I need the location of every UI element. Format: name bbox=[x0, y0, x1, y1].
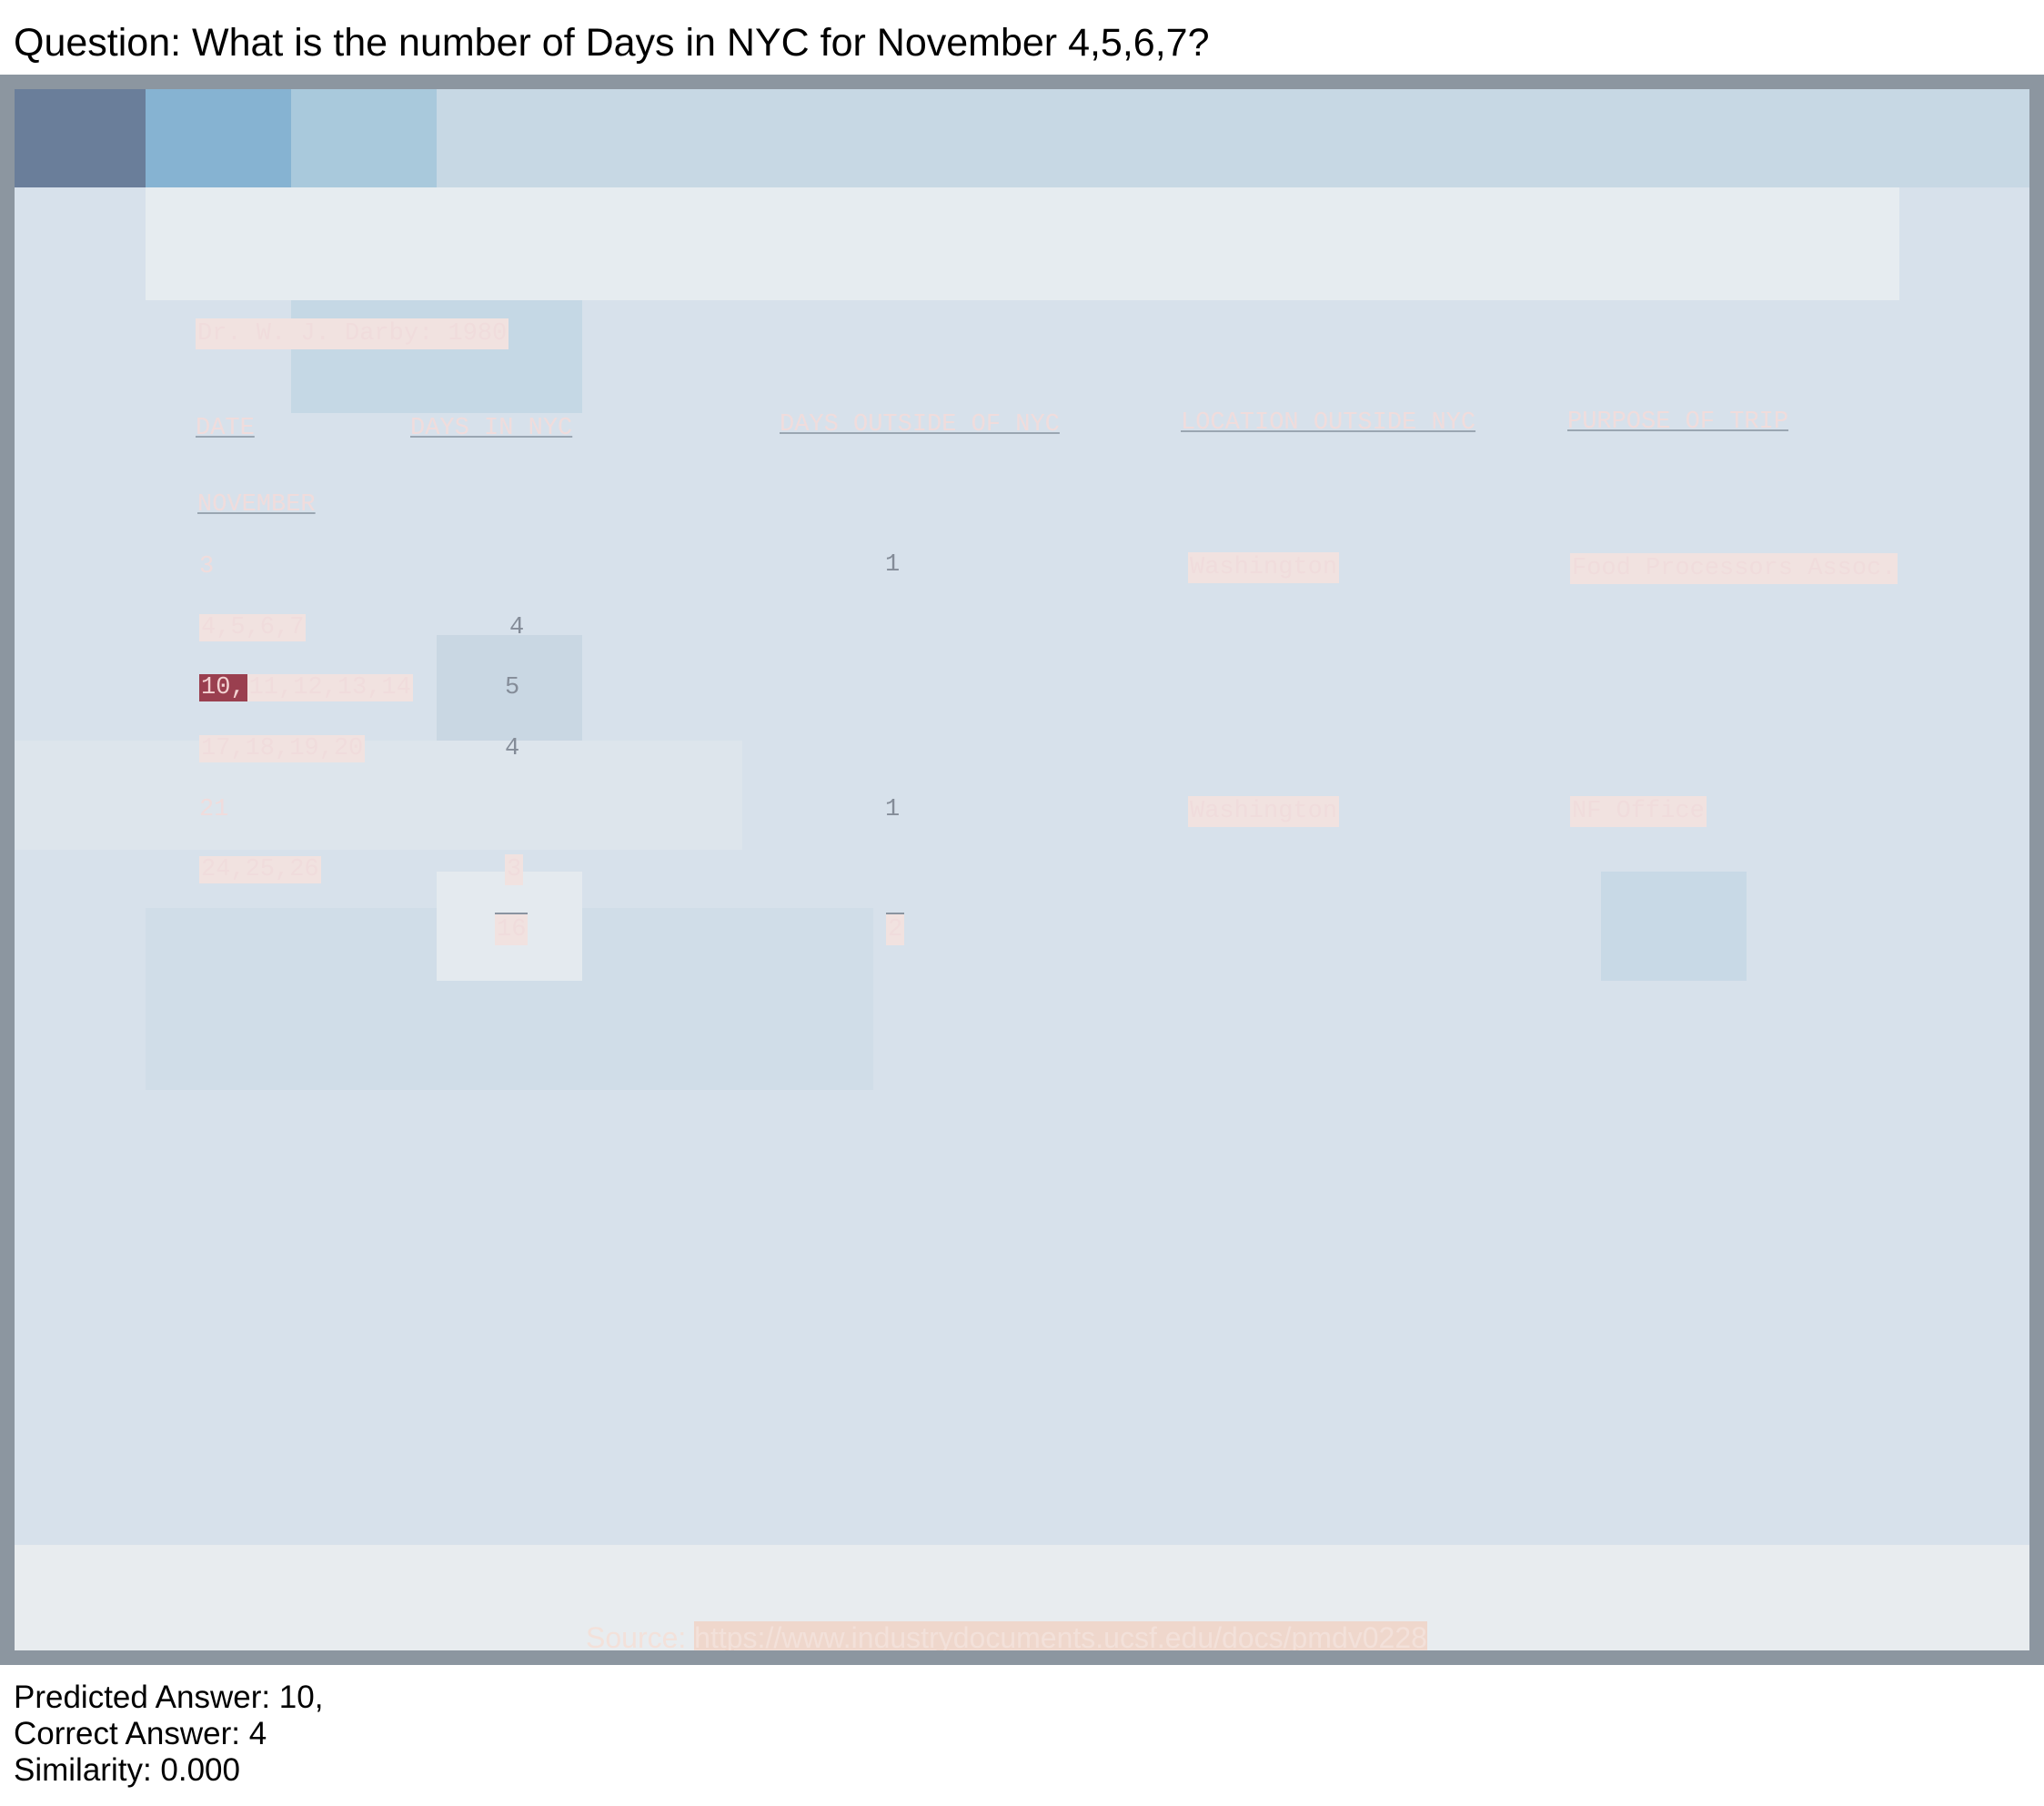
document-paper: Dr. W. J. Darby: 1980 DATE DAYS IN NYC D… bbox=[15, 89, 2029, 1650]
table-cell-location: Washington bbox=[1188, 552, 1340, 583]
column-header-purpose: PURPOSE OF TRIP bbox=[1567, 409, 1789, 436]
date-text: 4,5,6,7 bbox=[199, 614, 307, 641]
attention-tile bbox=[146, 89, 291, 187]
table-cell-date: 17,18,19,20 bbox=[199, 733, 366, 764]
column-header-location: LOCATION OUTSIDE NYC bbox=[1181, 409, 1476, 437]
table-cell-days-in-nyc: 4 bbox=[509, 614, 525, 641]
table-cell-days-in-nyc: 5 bbox=[505, 674, 520, 701]
column-header-days-in-nyc: DAYS IN NYC bbox=[410, 415, 573, 442]
date-text: 17,18,19,20 bbox=[199, 735, 366, 762]
table-cell-days-outside: 1 bbox=[885, 796, 901, 823]
total-days-in-nyc: 16 bbox=[495, 913, 529, 945]
attention-tile bbox=[15, 89, 146, 187]
result-panel: Predicted Answer: 10, Correct Answer: 4 … bbox=[14, 1680, 323, 1789]
table-cell-days-outside: 1 bbox=[885, 551, 901, 579]
total-days-outside-nyc: 2 bbox=[886, 913, 905, 945]
document-image: Dr. W. J. Darby: 1980 DATE DAYS IN NYC D… bbox=[0, 75, 2044, 1665]
table-cell-purpose: NF Office bbox=[1570, 796, 1707, 827]
date-text: 24,25,26 bbox=[199, 856, 321, 883]
attention-tile bbox=[291, 89, 437, 187]
attention-tile bbox=[146, 187, 1899, 300]
column-header-days-outside-nyc: DAYS OUTSIDE OF NYC bbox=[780, 411, 1060, 439]
table-cell-date: 21 bbox=[199, 796, 229, 823]
predicted-answer-highlight: 10, bbox=[199, 674, 247, 701]
table-cell-days-in-nyc: 3 bbox=[505, 854, 524, 885]
table-cell-date: 4,5,6,7 bbox=[199, 612, 307, 643]
predicted-answer: Predicted Answer: 10, bbox=[14, 1680, 324, 1715]
table-cell-purpose: Food Processors Assoc. bbox=[1570, 553, 1898, 584]
table-cell-date: 24,25,26 bbox=[199, 854, 321, 885]
date-text: 11,12,13,14 bbox=[247, 674, 413, 701]
question-text: Question: What is the number of Days in … bbox=[14, 21, 1210, 65]
table-cell-date: 10, 11,12,13,14 bbox=[199, 672, 413, 703]
attention-tile bbox=[1601, 872, 1747, 981]
similarity-score: Similarity: 0.000 bbox=[14, 1752, 240, 1788]
source-link[interactable]: https://www.industrydocuments.ucsf.edu/d… bbox=[694, 1621, 1427, 1650]
source-label: Source: bbox=[586, 1621, 687, 1650]
table-cell-days-in-nyc: 4 bbox=[505, 735, 520, 762]
attention-tile bbox=[437, 89, 2029, 187]
table-cell-date: 3 bbox=[199, 553, 215, 580]
correct-answer: Correct Answer: 4 bbox=[14, 1716, 267, 1751]
attention-tile bbox=[291, 300, 582, 413]
document-heading: Dr. W. J. Darby: 1980 bbox=[196, 318, 509, 349]
attention-tile bbox=[15, 741, 742, 850]
month-label: NOVEMBER bbox=[197, 491, 316, 519]
column-header-date: DATE bbox=[196, 415, 255, 442]
source-caption: Source: https://www.industrydocuments.uc… bbox=[586, 1621, 1427, 1650]
table-cell-location: Washington bbox=[1188, 796, 1340, 827]
